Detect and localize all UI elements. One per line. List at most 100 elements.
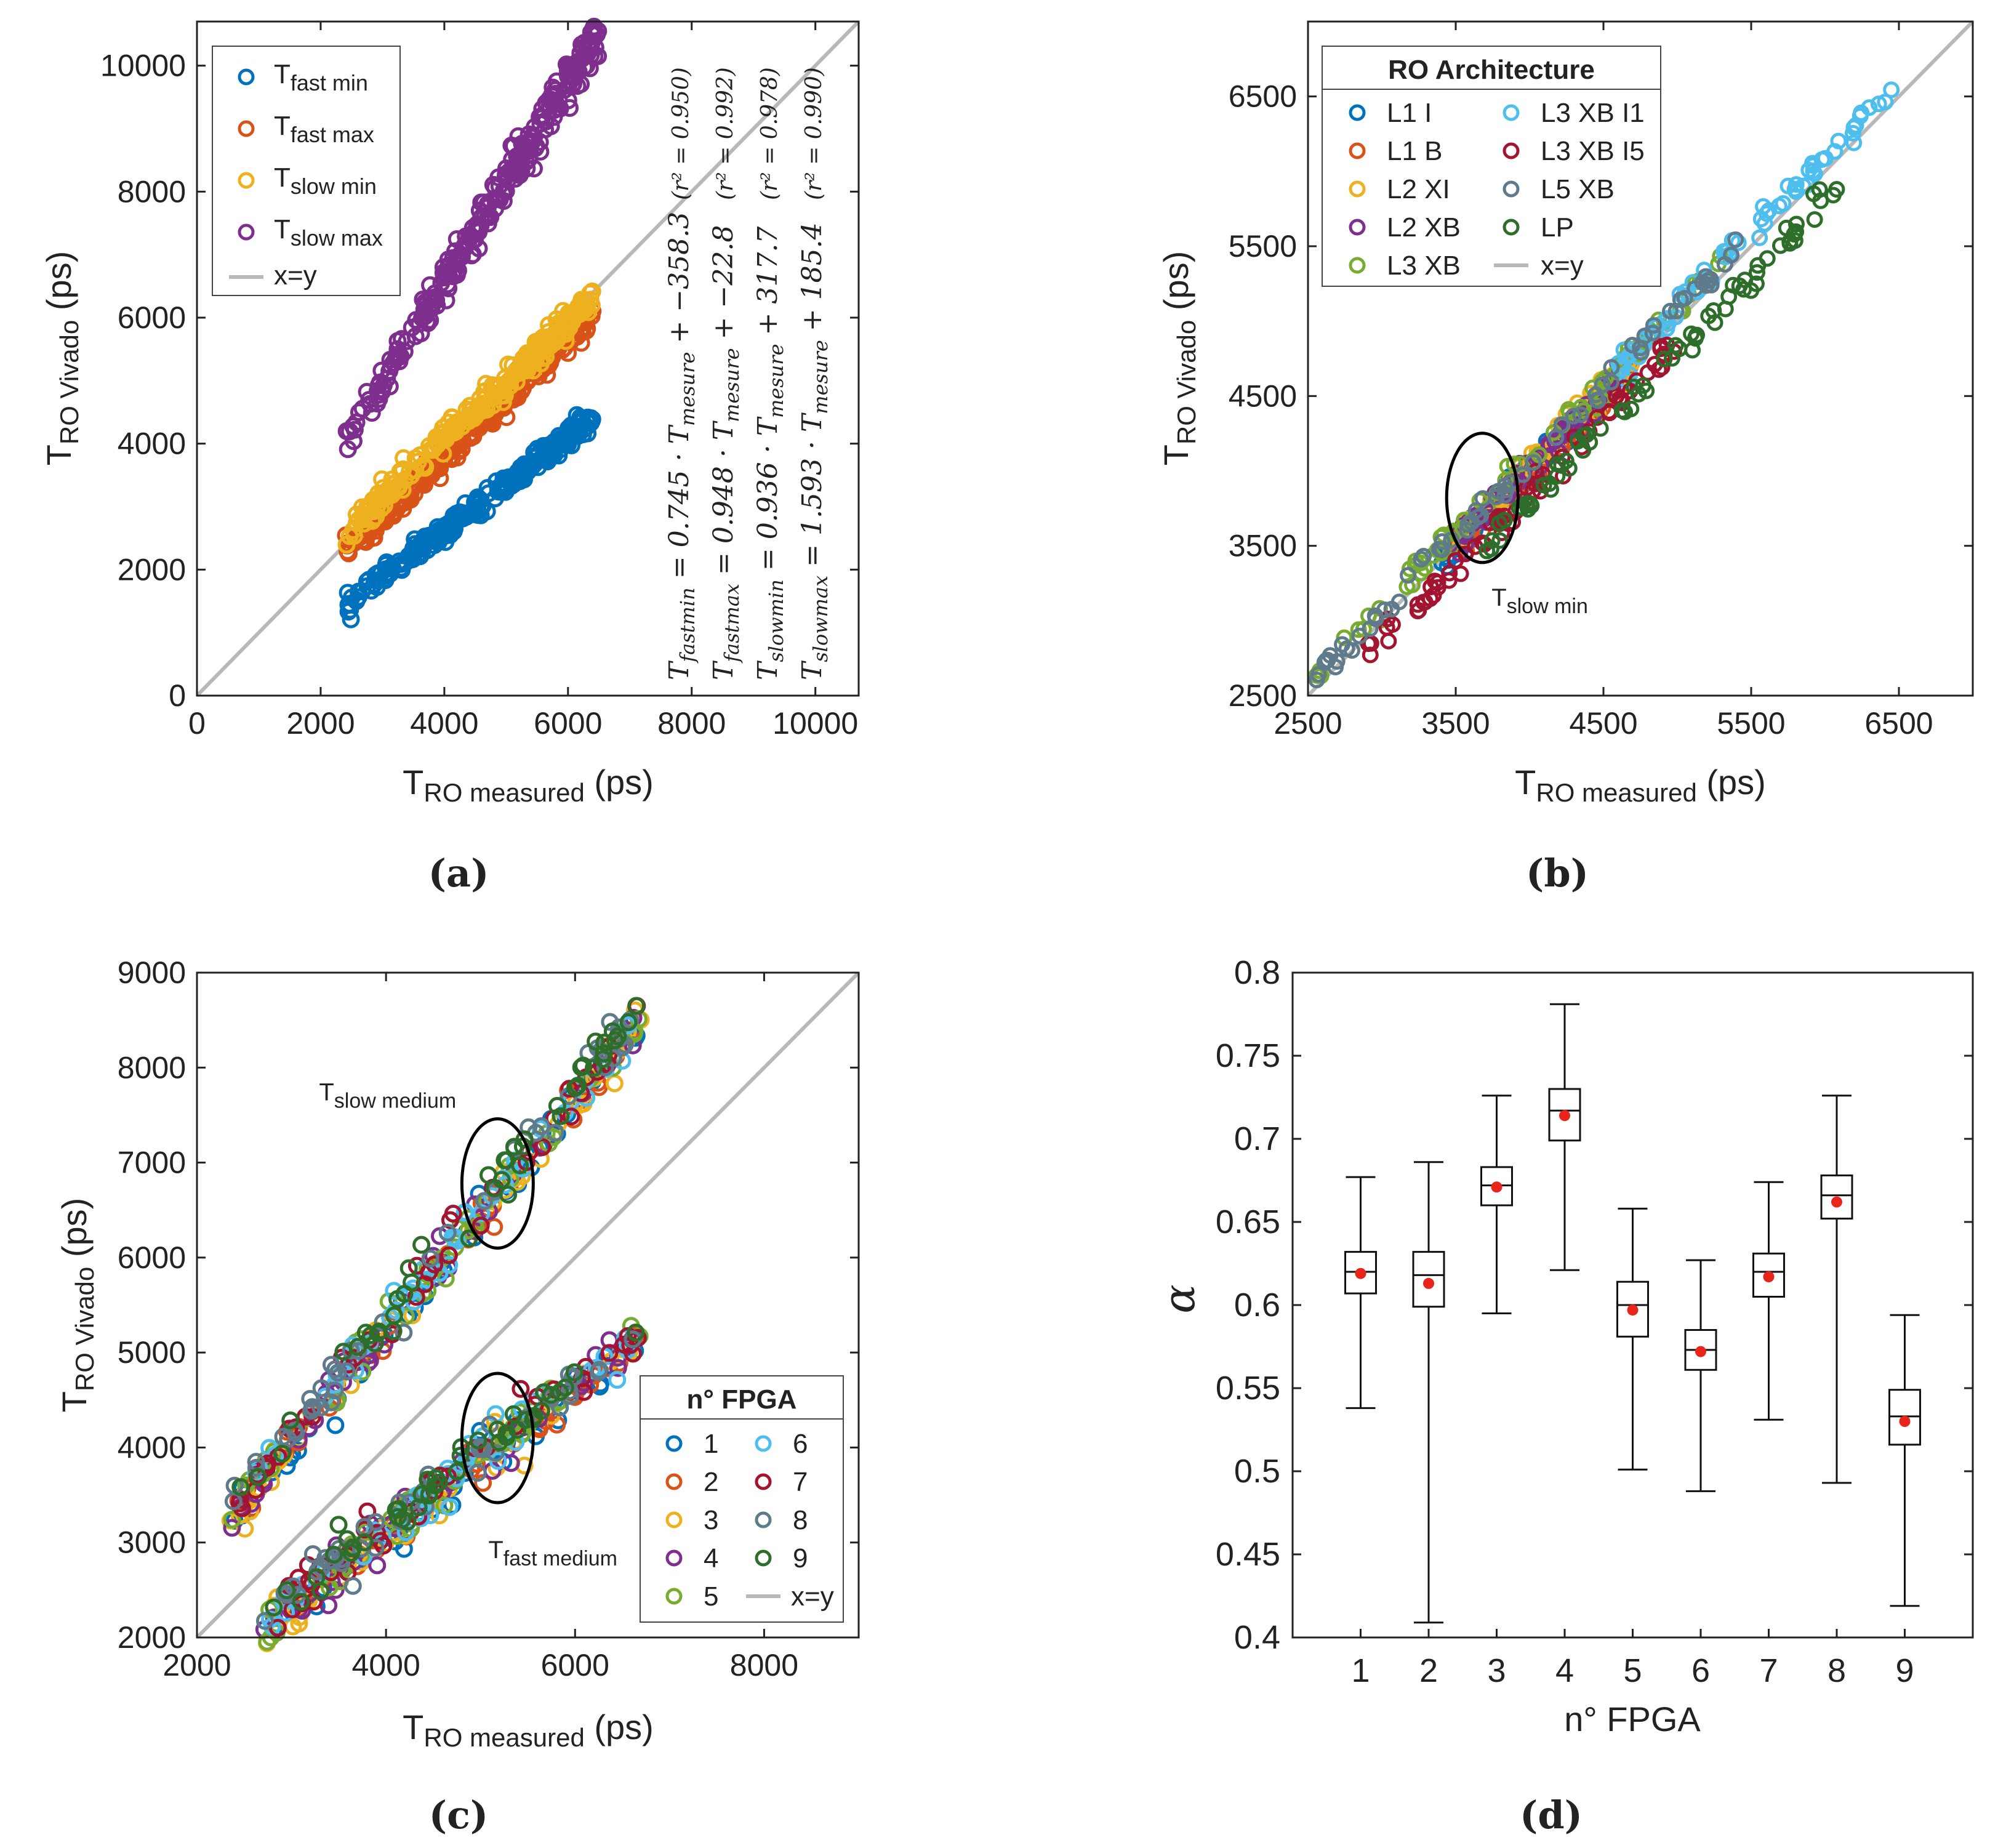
- panel-d-x-axis-title: n° FPGA: [1564, 1700, 1701, 1738]
- data-point-fpga-9: [325, 1545, 343, 1564]
- data-point-fpga-9: [627, 997, 646, 1015]
- data-point-L5-XB: [1376, 601, 1394, 619]
- y-tick-label: 3500: [1229, 529, 1297, 563]
- panel-b-tag: (b): [1526, 851, 1589, 896]
- data-point-slow-max: [494, 185, 512, 203]
- data-point-fast-min: [341, 601, 359, 619]
- data-point-fast-min: [466, 493, 484, 512]
- data-point-fast-max: [339, 544, 358, 563]
- data-point-L3-XB-I5: [1362, 646, 1379, 664]
- panel-b-marks: [1306, 20, 1975, 697]
- data-point-L5-XB: [1496, 487, 1514, 504]
- data-point-fpga-9: [499, 1186, 518, 1204]
- data-point-L5-XB: [1687, 279, 1704, 297]
- data-point-L3-XB-I5: [1621, 382, 1639, 400]
- data-point-fpga-9: [556, 1378, 574, 1397]
- legend-entry-fpga-9: 9: [793, 1543, 808, 1573]
- mean-marker: [1491, 1181, 1503, 1193]
- data-point-L5-XB: [1308, 672, 1325, 689]
- data-point-LP: [1557, 452, 1575, 470]
- data-point-L5-XB: [1572, 406, 1589, 424]
- y-tick-label: 0.65: [1216, 1203, 1280, 1240]
- data-point-slow-min: [439, 413, 458, 432]
- legend-entry-L5-XB: L5 XB: [1541, 174, 1615, 204]
- data-point-slow-max: [589, 22, 608, 40]
- data-point-slow-max: [531, 133, 549, 151]
- data-point-fpga-9: [504, 1405, 523, 1423]
- legend-marker-slow-min: [238, 172, 255, 189]
- data-point-slow-max: [388, 340, 407, 358]
- data-point-L5-XB: [1434, 533, 1451, 550]
- panel-d-tag: (d): [1520, 1793, 1583, 1838]
- legend-entry-L1-B: L1 B: [1387, 136, 1443, 166]
- data-point-fpga-9: [409, 1498, 428, 1517]
- legend-marker-fpga-5: [665, 1588, 683, 1605]
- data-point-fpga-8: [438, 1224, 457, 1242]
- data-point-fpga-9: [585, 1059, 603, 1077]
- mean-marker: [1355, 1267, 1366, 1279]
- data-point-fast-min: [528, 440, 547, 458]
- data-point-L5-XB: [1338, 640, 1355, 657]
- data-point-L5-XB: [1716, 255, 1733, 273]
- data-point-fpga-8: [329, 1364, 347, 1382]
- data-point-fast-min: [377, 553, 396, 571]
- y-tick-label: 7000: [118, 1146, 186, 1180]
- data-point-fpga-8: [304, 1399, 323, 1417]
- data-point-fpga-9: [430, 1473, 448, 1492]
- legend-marker-fast-min: [238, 68, 255, 86]
- data-point-slow-min: [499, 355, 518, 374]
- data-point-fpga-9: [385, 1306, 403, 1325]
- mean-marker: [1423, 1277, 1434, 1289]
- data-point-fast-min: [494, 473, 512, 492]
- legend-marker-L5-XB: [1503, 180, 1520, 198]
- y-tick-label: 0.7: [1234, 1120, 1280, 1157]
- box-fpga-1: [1344, 1176, 1377, 1409]
- data-point-fast-min: [349, 582, 367, 601]
- regression-equation: Tfastmin = 0.745 · Tmesure + −358.3: [664, 212, 699, 680]
- data-point-slow-min: [558, 321, 576, 340]
- data-point-slow-max: [506, 169, 524, 188]
- panel-c-x-axis-title: TRO measured (ps): [403, 1708, 654, 1752]
- legend-marker-L1-B: [1349, 142, 1366, 159]
- data-point-L3-XB-I1: [1775, 195, 1792, 212]
- legend-entry-LP: LP: [1541, 212, 1574, 243]
- data-point-fpga-9: [265, 1598, 283, 1617]
- data-point-fpga-8: [475, 1192, 494, 1210]
- data-point-fpga-9: [451, 1447, 470, 1465]
- data-point-fpga-9: [355, 1533, 374, 1551]
- data-point-fpga-8: [421, 1249, 439, 1267]
- legend-entry-fpga-4: 4: [704, 1543, 718, 1573]
- legend-marker-fpga-6: [755, 1435, 772, 1452]
- mean-marker: [1559, 1110, 1570, 1122]
- data-point-L3-XB-I5: [1608, 388, 1625, 405]
- legend-marker-L1-I: [1349, 104, 1366, 121]
- data-point-LP: [1736, 271, 1754, 289]
- data-point-fpga-9: [574, 1056, 592, 1075]
- regression-r-squared: (r² = 0.978): [757, 67, 782, 200]
- data-point-fpga-9: [393, 1510, 412, 1529]
- data-point-fast-max: [433, 452, 451, 470]
- data-point-LP: [1778, 219, 1795, 236]
- data-point-fpga-9: [619, 1013, 638, 1032]
- data-point-fast-min: [358, 577, 377, 595]
- data-point-L5-XB: [1459, 516, 1477, 533]
- data-point-LP: [1575, 427, 1592, 444]
- data-point-slow-min: [416, 457, 435, 476]
- y-tick-label: 2000: [118, 1620, 186, 1655]
- data-point-fpga-8: [247, 1458, 265, 1477]
- data-point-fast-min: [566, 424, 584, 443]
- data-point-slow-max: [572, 75, 590, 94]
- y-tick-label: 0.4: [1234, 1619, 1280, 1656]
- data-point-fpga-5: [258, 1633, 276, 1651]
- legend-title: RO Architecture: [1388, 55, 1595, 85]
- mean-marker: [1831, 1196, 1842, 1208]
- data-point-LP: [1828, 181, 1845, 198]
- data-point-fpga-8: [546, 1123, 564, 1142]
- data-point-slow-max: [543, 87, 561, 105]
- x-tick-label: 7: [1759, 1652, 1778, 1689]
- legend-marker-L2-XB: [1349, 219, 1366, 236]
- y-tick-label: 0.45: [1216, 1536, 1280, 1573]
- legend-entry-x-equals-y: x=y: [791, 1581, 834, 1612]
- y-tick-label: 5500: [1229, 229, 1297, 263]
- x-tick-label: 2000: [286, 706, 355, 741]
